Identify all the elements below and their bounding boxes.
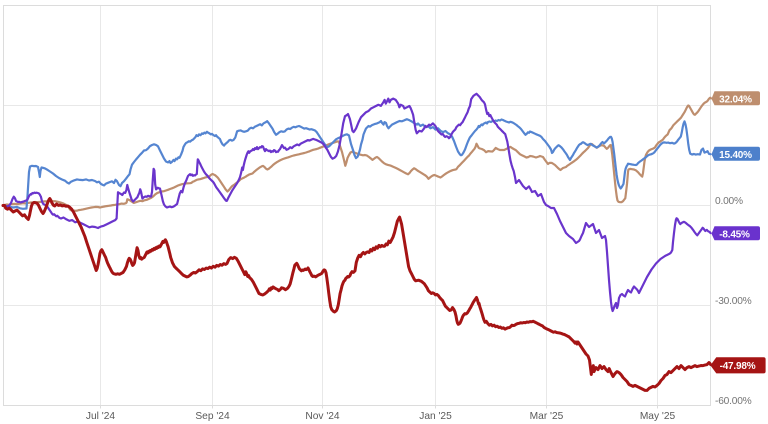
svg-text:15.40%: 15.40% <box>719 150 752 161</box>
svg-text:May '25: May '25 <box>640 411 676 422</box>
svg-text:-47.98%: -47.98% <box>720 361 756 372</box>
svg-text:Jul '24: Jul '24 <box>86 411 115 422</box>
svg-text:0.00%: 0.00% <box>715 196 743 207</box>
svg-text:Mar '25: Mar '25 <box>530 411 564 422</box>
svg-text:-8.45%: -8.45% <box>719 229 750 240</box>
svg-text:-30.00%: -30.00% <box>715 296 752 307</box>
svg-text:Nov '24: Nov '24 <box>305 411 340 422</box>
svg-text:Sep '24: Sep '24 <box>195 411 230 422</box>
svg-text:-60.00%: -60.00% <box>715 396 752 407</box>
svg-text:32.04%: 32.04% <box>719 94 752 105</box>
svg-text:Jan '25: Jan '25 <box>419 411 452 422</box>
